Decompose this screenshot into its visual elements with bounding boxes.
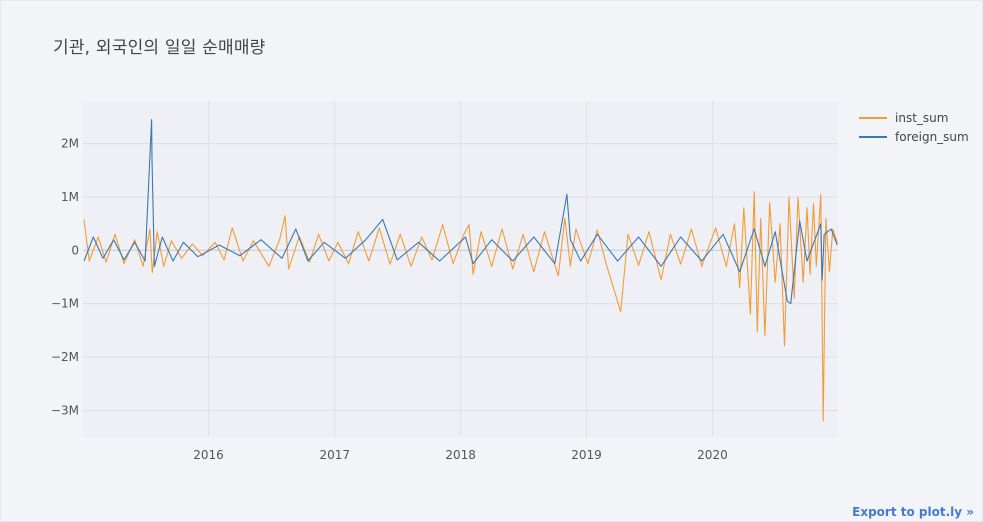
y-tick-label: −1M	[51, 297, 79, 311]
x-tick-label: 2017	[320, 448, 351, 462]
y-tick-label: 0	[71, 243, 79, 257]
series-line-inst-sum	[83, 191, 838, 422]
chart-title: 기관, 외국인의 일일 순매매량	[53, 38, 266, 58]
series-layer	[83, 119, 838, 422]
legend-label-foreign-sum: foreign_sum	[895, 129, 969, 144]
export-plotly-link[interactable]: Export to plot.ly »	[852, 505, 974, 519]
series-line-foreign-sum	[83, 119, 838, 305]
x-tick-label: 2016	[193, 448, 224, 462]
x-tick-label: 2019	[571, 448, 602, 462]
y-tick-label: 2M	[61, 137, 79, 151]
x-tick-label: 2020	[697, 448, 728, 462]
legend: inst_sum foreign_sum	[859, 108, 969, 146]
y-axis-ticks: 2M 1M 0 −1M −2M −3M	[51, 137, 79, 418]
legend-item-inst-sum[interactable]: inst_sum	[859, 108, 969, 127]
x-tick-label: 2018	[445, 448, 476, 462]
legend-label-inst-sum: inst_sum	[895, 110, 949, 125]
y-tick-label: 1M	[61, 190, 79, 204]
legend-item-foreign-sum[interactable]: foreign_sum	[859, 127, 969, 146]
grid-lines	[83, 101, 838, 437]
x-axis-ticks: 2016 2017 2018 2019 2020	[193, 448, 727, 462]
y-tick-label: −3M	[51, 403, 79, 417]
legend-swatch-foreign-sum	[859, 135, 887, 138]
y-tick-label: −2M	[51, 350, 79, 364]
legend-swatch-inst-sum	[859, 116, 887, 119]
